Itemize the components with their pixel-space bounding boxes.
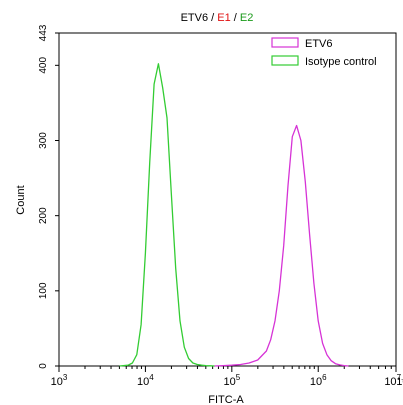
x-tick-label: 103 xyxy=(51,373,68,388)
y-tick-label: 443 xyxy=(38,24,49,41)
series-line-isotype-control xyxy=(119,63,215,367)
legend-swatch-isotype-control xyxy=(271,55,299,66)
plot-frame xyxy=(58,32,397,367)
x-tick-label: 104 xyxy=(137,373,154,388)
x-axis: 103 104 105 106 107107.9 xyxy=(51,366,403,388)
x-tick-label: 106 xyxy=(310,373,327,388)
chart-title: ETV6 / E1 / E2 xyxy=(181,12,254,24)
legend-label-etv6: ETV6 xyxy=(305,38,333,50)
legend-swatch-etv6 xyxy=(271,37,299,48)
y-tick-label: 300 xyxy=(38,132,49,149)
title-separator-2: / xyxy=(231,12,240,24)
y-tick-label: 400 xyxy=(38,57,49,74)
x-tick-label: 107.9 xyxy=(384,373,403,388)
title-separator-1: / xyxy=(208,12,217,24)
y-tick-label: 200 xyxy=(38,207,49,224)
y-tick-label: 0 xyxy=(38,363,49,369)
x-axis-label: FITC-A xyxy=(208,394,244,405)
legend: ETV6 Isotype control xyxy=(271,37,377,68)
x-tick-label: 107 xyxy=(396,373,403,388)
y-tick-label: 100 xyxy=(38,282,49,299)
series-line-etv6 xyxy=(214,124,349,367)
x-tick-label: 105 xyxy=(223,373,240,388)
title-part-e1: E1 xyxy=(217,12,230,24)
y-axis: 0 100 200 300 400 443 xyxy=(38,24,59,369)
title-part-etv6: ETV6 xyxy=(181,12,209,24)
legend-label-isotype-control: Isotype control xyxy=(305,56,377,68)
y-axis-label: Count xyxy=(15,185,27,214)
title-part-e2: E2 xyxy=(240,12,253,24)
series-layer xyxy=(119,63,349,367)
